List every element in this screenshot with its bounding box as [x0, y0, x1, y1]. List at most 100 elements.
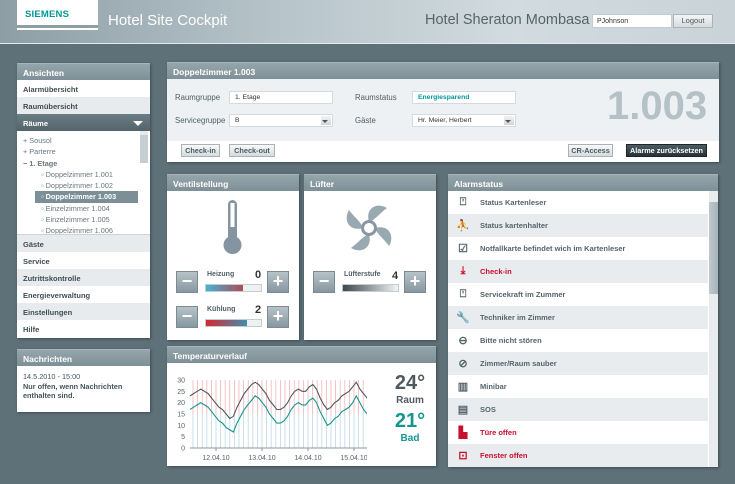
y-tick-label: 25: [177, 389, 185, 396]
bath-temp: 21° Bad: [385, 410, 435, 444]
fan-level-label: Lüfterstufe: [344, 271, 381, 278]
alarm-label: Zimmer/Raum sauber: [480, 359, 557, 368]
wrench-icon: 🔧: [456, 312, 470, 324]
raumgruppe-field[interactable]: 1. Etage: [229, 91, 333, 104]
sidebar-item[interactable]: Energieverwaltung: [23, 291, 91, 300]
alarm-label: Servicekraft im Zummer: [480, 290, 566, 299]
check-out-button[interactable]: Check-out: [229, 144, 275, 157]
heating-value: 0: [255, 269, 262, 281]
cooling-increase-button[interactable]: +: [267, 306, 289, 328]
chart-title: Temperaturverlauf: [167, 346, 436, 363]
door-hanger-icon: ⊖: [458, 335, 468, 347]
raumgruppe-label: Raumgruppe: [175, 93, 221, 102]
messages-title: Nachrichten: [17, 349, 150, 366]
tree-item[interactable]: ▫ Einzelzimmer 1.005: [41, 215, 110, 225]
room-temp: 24° Raum: [385, 372, 435, 406]
tree-item[interactable]: ▫ Doppelzimmer 1.001: [41, 169, 113, 179]
alarm-label: Status kartenhalter: [480, 221, 548, 230]
series-line-raum: [189, 381, 367, 420]
minibar-icon: ▥: [457, 381, 469, 393]
tree-item[interactable]: ▫ Doppelzimmer 1.002: [41, 181, 113, 191]
servicegruppe-label: Servicegruppe: [175, 116, 226, 125]
alarm-panel: Alarmstatus ⍞ Status Kartenleser ⛹ Status k…: [448, 174, 718, 467]
y-tick-label: 20: [177, 400, 185, 407]
fan-level-value: 4: [392, 270, 399, 282]
tree-item[interactable]: + Sousol: [23, 136, 52, 145]
cooling-decrease-button[interactable]: −: [176, 306, 198, 328]
bath-temp-value: 21°: [394, 410, 426, 432]
fan-icon: [346, 205, 392, 251]
alarm-item[interactable]: ⤓ Check-in: [448, 260, 708, 283]
door-open-icon: ▙: [458, 427, 468, 439]
username-field[interactable]: PJohnson: [592, 14, 672, 28]
y-tick-label: 30: [177, 378, 185, 385]
tree-item[interactable]: ▫ Doppelzimmer 1.006: [41, 226, 113, 235]
series-line-bad: [189, 394, 367, 433]
alarm-label: Bitte nicht stören: [480, 336, 542, 345]
sidebar-item[interactable]: Einstellungen: [17, 303, 150, 320]
tree-item[interactable]: − 1. Etage: [23, 158, 58, 168]
servicegruppe-dropdown[interactable]: B: [229, 114, 333, 127]
message-text: Nur offen, wenn Nachrichten enthalten si…: [23, 381, 123, 401]
check-in-icon: ⤓: [460, 265, 466, 277]
alarm-scrollbar[interactable]: [709, 191, 718, 467]
alarm-item[interactable]: ⍞ Servicekraft im Zummer: [448, 283, 708, 306]
fan-title: Lüfter: [304, 174, 436, 191]
alarm-item[interactable]: ▥ Minibar: [448, 375, 708, 398]
sidebar-item[interactable]: Zutrittskontrolle: [17, 269, 150, 286]
window-open-icon: ⊡: [458, 450, 468, 462]
service-staff-icon: ⍞: [459, 288, 467, 300]
tree-scrollbar[interactable]: [140, 131, 148, 163]
sidebar-item[interactable]: Gäste: [17, 235, 150, 252]
tree-item[interactable]: ▫ Doppelzimmer 1.003: [35, 191, 138, 203]
logout-button[interactable]: Logout: [673, 14, 713, 28]
temperature-chart: 0 5 10 15 20 25 30 12.04.10 13.04.10 14.04.10 15.0…: [177, 378, 367, 462]
emergency-card-icon: ☑: [458, 243, 468, 255]
raumstatus-label: Raumstatus: [355, 93, 397, 102]
alarm-item[interactable]: ⊘ Zimmer/Raum sauber: [448, 352, 708, 375]
message-timestamp: 14.5.2010 - 15:00: [23, 372, 81, 381]
tree-item[interactable]: ▫ Einzelzimmer 1.004: [41, 203, 110, 213]
cooling-label: Kühlung: [207, 306, 236, 313]
bath-temp-label: Bad: [400, 433, 420, 444]
sidebar-item-raumuebersicht[interactable]: Raumübersicht: [17, 97, 150, 114]
x-tick-label: 15.04.10: [340, 455, 367, 462]
x-tick-label: 12.04.10: [202, 455, 229, 462]
sidebar-title: Ansichten: [17, 63, 150, 80]
temperature-panel: Temperaturverlauf 0 5 10 15 20 25 30 12.04.10 13…: [167, 346, 436, 466]
sidebar-item-alarmuebersicht[interactable]: Alarmübersicht: [23, 85, 79, 94]
x-tick-label: 13.04.10: [248, 455, 275, 462]
alarm-label: Notfallkarte befindet wich im Kartenlese…: [480, 244, 626, 253]
alarm-item[interactable]: ▤ SOS: [448, 398, 708, 421]
reset-alarms-button[interactable]: Alarme zurücksetzen: [626, 144, 707, 157]
fan-increase-button[interactable]: +: [404, 271, 426, 293]
room-tree: + Sousol + Parterre − 1. Etage ▫ Doppelzimm…: [17, 131, 150, 235]
alarm-item[interactable]: ⊡ Fenster offen: [448, 444, 708, 467]
tree-item[interactable]: + Parterre: [23, 147, 56, 157]
sidebar-item[interactable]: Service: [23, 257, 50, 266]
y-tick-label: 15: [177, 412, 185, 419]
sidebar-item[interactable]: Hilfe: [23, 325, 40, 334]
valve-panel: Ventilstellung − Heizung 0 + − Kühlung 2…: [167, 174, 299, 340]
heating-decrease-button[interactable]: −: [176, 271, 198, 293]
alarm-label: Fenster offen: [480, 451, 528, 460]
alarm-item[interactable]: 🔧 Techniker im Zimmer: [448, 306, 708, 329]
alarm-item[interactable]: ☑ Notfallkarte befindet wich im Kartenles…: [448, 237, 708, 260]
cr-access-button[interactable]: CR-Access: [568, 144, 613, 157]
alarm-title: Alarmstatus: [448, 174, 718, 191]
check-in-button[interactable]: Check-in: [181, 144, 220, 157]
alarm-item[interactable]: ⛹ Status kartenhalter: [448, 214, 708, 237]
alarm-item[interactable]: ▙ Türe offen: [448, 421, 708, 444]
fan-panel: Lüfter − Lüfterstufe 4 +: [304, 174, 436, 340]
sidebar-item-raeume[interactable]: Räume: [17, 114, 150, 131]
gaeste-dropdown[interactable]: Hr. Meier, Herbert: [412, 114, 516, 127]
heating-increase-button[interactable]: +: [267, 271, 289, 293]
alarm-item[interactable]: ⊖ Bitte nicht stören: [448, 329, 708, 352]
sidebar: Ansichten Alarmübersicht Raumübersicht R…: [17, 63, 150, 338]
alarm-item[interactable]: ⍞ Status Kartenleser: [448, 191, 708, 214]
door-hanger-clean-icon: ⊘: [458, 358, 468, 370]
y-tick-label: 10: [177, 423, 185, 430]
heating-label: Heizung: [207, 271, 235, 278]
room-number: 1.003: [607, 84, 708, 128]
fan-decrease-button[interactable]: −: [313, 271, 335, 293]
